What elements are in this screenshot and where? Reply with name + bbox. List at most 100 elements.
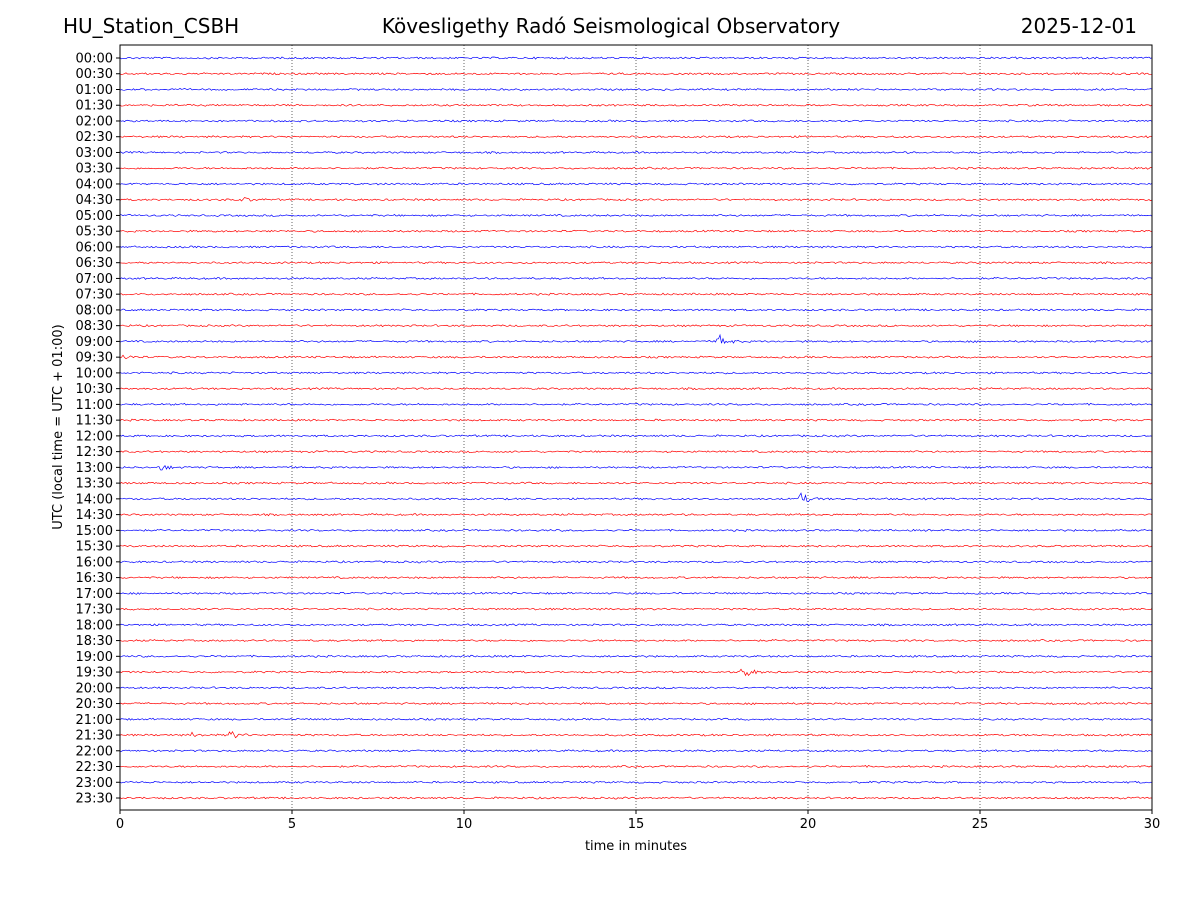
y-tick-label: 05:30 [76,225,113,240]
x-tick-label: 30 [1144,817,1161,832]
seismic-trace-1130 [119,418,1153,422]
seismic-trace-0630 [119,261,1153,265]
y-tick-label: 01:00 [76,83,113,98]
y-tick-label: 09:30 [76,351,113,366]
seismic-trace-1000 [119,371,1153,375]
y-tick-label: 05:00 [76,209,113,224]
seismic-trace-1930 [119,668,1153,677]
seismic-trace-2200 [119,749,1153,753]
seismic-trace-1700 [119,591,1153,595]
plot-date: 2025-12-01 [1020,14,1137,38]
y-tick-label: 12:00 [76,429,113,444]
seismic-trace-1900 [119,654,1153,658]
seismic-trace-0730 [119,292,1153,296]
y-tick-label: 19:30 [76,666,113,681]
seismic-trace-1500 [119,528,1153,532]
seismic-trace-1730 [119,607,1153,611]
observatory-title: Kövesligethy Radó Seismological Observat… [381,14,841,38]
x-tick-label: 15 [628,817,645,832]
seismic-trace-0300 [119,150,1153,155]
y-tick-label: 23:30 [76,792,113,807]
y-tick-label: 02:30 [76,130,113,145]
seismic-trace-2130 [119,731,1153,739]
y-tick-label: 20:00 [76,681,113,696]
grid-layer [291,45,981,810]
seismic-trace-1330 [119,481,1153,485]
seismic-trace-0700 [119,276,1153,280]
seismic-trace-1230 [119,450,1153,454]
seismic-trace-0830 [119,324,1153,328]
y-tick-label: 18:30 [76,634,113,649]
seismic-trace-0600 [119,245,1153,249]
seismic-trace-1630 [119,576,1153,580]
seismic-trace-1800 [119,623,1153,627]
y-tick-label: 16:30 [76,571,113,586]
y-axis-label: UTC (local time = UTC + 01:00) [51,324,66,529]
seismic-trace-1530 [119,544,1153,548]
y-tick-label: 15:00 [76,524,113,539]
seismic-trace-0530 [119,229,1153,233]
seismic-trace-0200 [119,119,1153,123]
y-tick-label: 03:00 [76,146,113,161]
y-tick-label: 19:00 [76,650,113,665]
y-tick-label: 17:30 [76,603,113,618]
x-axis-label: time in minutes [585,839,687,854]
seismic-trace-0030 [119,72,1153,76]
y-tick-label: 13:00 [76,461,113,476]
seismic-trace-2000 [119,686,1153,690]
seismic-trace-0130 [119,103,1153,107]
x-tick-label: 0 [116,817,124,832]
seismic-trace-1400 [119,492,1153,503]
seismic-trace-2230 [119,764,1153,769]
x-ticks: 0 5 10 15 20 25 30 [116,810,1160,832]
y-tick-label: 20:30 [76,697,113,712]
seismic-trace-0000 [119,56,1153,60]
y-tick-label: 07:30 [76,288,113,303]
station-name: HU_Station_CSBH [63,14,240,38]
seismic-trace-0230 [119,135,1153,139]
seismic-trace-0930 [119,354,1153,360]
y-tick-label: 22:30 [76,760,113,775]
seismic-trace-2330 [119,796,1153,800]
seismic-trace-1430 [119,513,1153,517]
y-tick-label: 02:00 [76,114,113,129]
y-tick-label: 15:30 [76,540,113,555]
y-tick-label: 13:30 [76,477,113,492]
seismic-trace-0800 [119,308,1153,312]
seismic-trace-1030 [119,387,1153,391]
x-tick-label: 20 [800,817,817,832]
seismic-trace-0330 [119,166,1153,170]
y-tick-label: 16:00 [76,555,113,570]
seismic-trace-1200 [119,434,1153,438]
y-tick-label: 23:00 [76,776,113,791]
seismic-trace-1300 [119,464,1153,471]
y-tick-label: 04:30 [76,193,113,208]
trace-layer [119,56,1153,800]
seismic-trace-0500 [119,213,1153,217]
y-tick-label: 03:30 [76,162,113,177]
seismic-trace-2100 [119,717,1153,721]
y-tick-label: 11:00 [76,398,113,413]
seismic-trace-0400 [119,182,1153,186]
seismic-trace-0900 [119,333,1153,344]
seismic-trace-1600 [119,560,1153,564]
y-tick-label: 10:30 [76,382,113,397]
y-tick-label: 21:00 [76,713,113,728]
y-tick-label: 00:00 [76,52,113,67]
y-tick-label: 06:00 [76,240,113,255]
y-tick-label: 21:30 [76,729,113,744]
x-tick-label: 25 [972,817,989,832]
seismic-trace-2030 [119,702,1153,706]
y-tick-label: 08:00 [76,303,113,318]
seismic-trace-1100 [119,402,1153,406]
y-tick-label: 07:00 [76,272,113,287]
seismic-trace-0430 [119,197,1153,202]
y-tick-label: 18:00 [76,618,113,633]
y-tick-label: 17:00 [76,587,113,602]
seismic-trace-1830 [119,639,1153,642]
x-tick-label: 10 [456,817,473,832]
y-tick-label: 08:30 [76,319,113,334]
y-tick-label: 11:30 [76,414,113,429]
seismic-trace-2300 [119,780,1153,784]
